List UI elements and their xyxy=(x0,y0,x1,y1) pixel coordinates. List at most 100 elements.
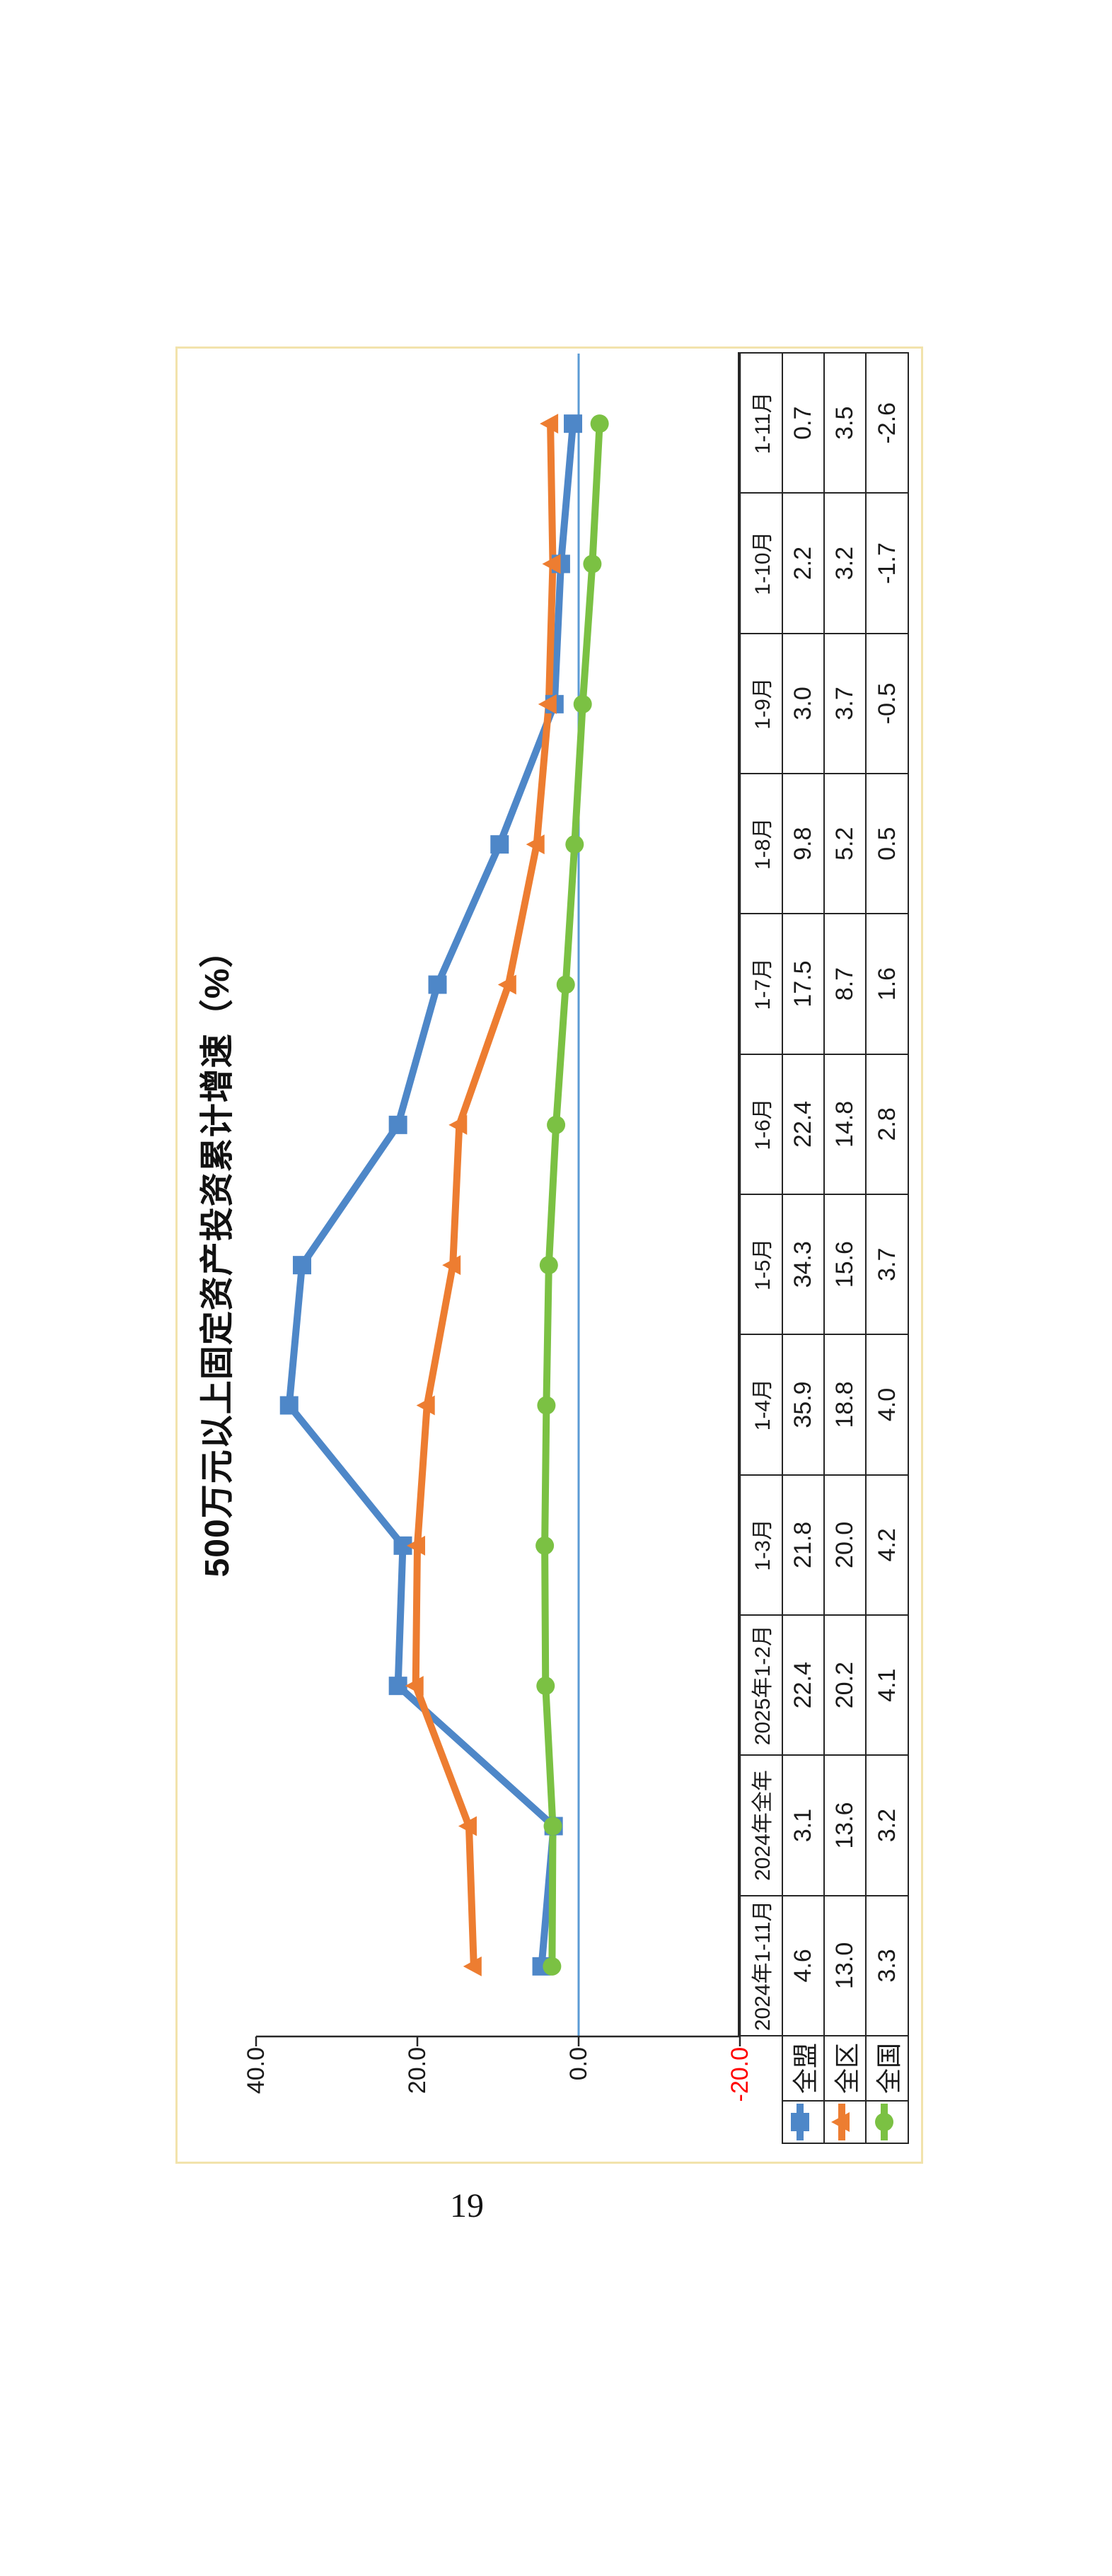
data-point-marker xyxy=(583,554,602,573)
table-category-header: 2024年全年 xyxy=(739,1755,782,1896)
table-value-cell: 4.6 xyxy=(782,1895,824,2036)
data-point-marker xyxy=(448,1114,468,1135)
data-point-marker xyxy=(564,414,583,433)
data-point-marker xyxy=(540,414,559,434)
table-value-cell: 20.2 xyxy=(824,1615,866,1756)
data-point-marker xyxy=(538,694,557,714)
table-value-cell: 22.4 xyxy=(782,1054,824,1195)
data-table: 2024年1-11月 2024年全年 2025年1-2月 1-3月 1-4月 1-5月 1-… xyxy=(738,352,909,2144)
table-value-cell: 9.8 xyxy=(782,774,824,914)
data-point-marker xyxy=(292,1256,311,1275)
table-value-cell: 3.1 xyxy=(782,1755,824,1896)
table-value-cell: -1.7 xyxy=(866,493,908,634)
data-point-marker xyxy=(428,975,447,994)
data-point-marker xyxy=(542,554,561,574)
table-value-cell: 14.8 xyxy=(824,1054,866,1195)
table-value-cell: 17.5 xyxy=(782,914,824,1054)
table-category-header: 1-6月 xyxy=(739,1054,782,1195)
data-point-marker xyxy=(442,1255,461,1276)
data-point-marker xyxy=(537,1396,556,1415)
table-category-header: 1-5月 xyxy=(739,1194,782,1335)
legend-key-square-icon xyxy=(782,2101,824,2143)
data-point-marker xyxy=(573,694,592,713)
series-line-全国 xyxy=(541,420,603,1970)
table-value-cell: 2.2 xyxy=(782,493,824,634)
table-value-cell: 0.7 xyxy=(782,353,824,494)
data-point-marker xyxy=(556,975,575,994)
table-value-cell: 15.6 xyxy=(824,1194,866,1335)
data-point-marker xyxy=(526,834,545,855)
table-value-cell: 1.6 xyxy=(866,914,908,1054)
data-point-marker xyxy=(590,414,609,433)
table-value-cell: 3.2 xyxy=(824,493,866,634)
table-value-cell: 3.5 xyxy=(824,353,866,494)
data-point-marker xyxy=(547,1115,566,1134)
table-value-cell: 0.5 xyxy=(866,774,908,914)
table-value-cell: 8.7 xyxy=(824,914,866,1054)
legend-key-circle-icon xyxy=(866,2101,908,2143)
data-point-marker xyxy=(535,1536,555,1555)
table-value-cell: 21.8 xyxy=(782,1474,824,1616)
data-point-marker xyxy=(458,1816,477,1836)
table-value-cell: 20.0 xyxy=(824,1474,866,1616)
data-point-marker xyxy=(416,1395,435,1416)
table-value-cell: 35.9 xyxy=(782,1334,824,1475)
data-point-marker xyxy=(388,1115,407,1134)
table-category-header: 2024年1-11月 xyxy=(739,1895,782,2036)
data-point-marker xyxy=(490,835,509,854)
table-row: 全国 3.3 3.2 4.1 4.2 4.0 3.7 2.8 1.6 0.5 -0.5 -1.7 -2.… xyxy=(866,353,908,2143)
value-axis-tick-label: 20.0 xyxy=(404,2047,431,2094)
table-category-header: 1-8月 xyxy=(739,774,782,914)
data-point-marker xyxy=(543,1957,562,1976)
table-value-cell: 13.0 xyxy=(824,1895,866,2036)
chart-container: 500万元以上固定资产投资累计增速（%） 40.0 20.0 0.0 -20.0 20… xyxy=(175,346,923,2164)
table-value-cell: 4.0 xyxy=(866,1334,908,1475)
line-plot xyxy=(255,354,741,2046)
data-point-marker xyxy=(497,974,516,995)
table-value-cell: 3.0 xyxy=(782,633,824,774)
data-point-marker xyxy=(536,1677,555,1696)
legend-key-glyph xyxy=(791,2104,809,2140)
series-name-label: 全国 xyxy=(866,2036,908,2101)
table-value-cell: 4.1 xyxy=(866,1615,908,1756)
table-category-header: 1-3月 xyxy=(739,1474,782,1616)
data-point-marker xyxy=(388,1677,407,1696)
table-value-cell: 18.8 xyxy=(824,1334,866,1475)
table-category-header: 1-10月 xyxy=(739,493,782,634)
table-row: 全盟 4.6 3.1 22.4 21.8 35.9 34.3 22.4 17.5 9.8 3.0 2.… xyxy=(782,353,824,2143)
data-point-marker xyxy=(543,1817,562,1836)
legend-key-glyph xyxy=(874,2104,893,2140)
value-axis-tick-label: 0.0 xyxy=(565,2047,592,2081)
table-value-cell: 34.3 xyxy=(782,1194,824,1335)
data-point-marker xyxy=(405,1676,424,1696)
data-point-marker xyxy=(393,1536,412,1555)
data-point-marker xyxy=(565,835,584,854)
data-point-marker xyxy=(463,1956,482,1976)
table-category-header: 2025年1-2月 xyxy=(739,1615,782,1756)
table-value-cell: 22.4 xyxy=(782,1615,824,1756)
page-number: 19 xyxy=(450,2187,484,2225)
value-axis-tick-label: 40.0 xyxy=(243,2047,270,2094)
table-value-cell: 13.6 xyxy=(824,1755,866,1896)
table-corner-cell xyxy=(739,2036,782,2143)
table-row: 全区 13.0 13.6 20.2 20.0 18.8 15.6 14.8 8.7 5.2 3.7 3… xyxy=(824,353,866,2143)
series-name-label: 全盟 xyxy=(782,2036,824,2101)
table-category-header: 1-11月 xyxy=(739,353,782,494)
table-value-cell: 3.3 xyxy=(866,1895,908,2036)
table-category-header: 1-9月 xyxy=(739,633,782,774)
table-category-header: 1-4月 xyxy=(739,1334,782,1475)
table-value-cell: -2.6 xyxy=(866,353,908,494)
table-value-cell: -0.5 xyxy=(866,633,908,774)
table-value-cell: 2.8 xyxy=(866,1054,908,1195)
legend-key-glyph xyxy=(831,2104,850,2140)
data-point-marker xyxy=(407,1535,425,1556)
table-value-cell: 3.7 xyxy=(824,633,866,774)
series-line-全区 xyxy=(412,420,557,1970)
series-name-label: 全区 xyxy=(824,2036,866,2101)
legend-key-triangle-icon xyxy=(824,2101,866,2143)
table-value-cell: 3.7 xyxy=(866,1194,908,1335)
table-category-header: 1-7月 xyxy=(739,914,782,1054)
data-point-marker xyxy=(279,1396,299,1415)
data-point-marker xyxy=(539,1256,558,1275)
